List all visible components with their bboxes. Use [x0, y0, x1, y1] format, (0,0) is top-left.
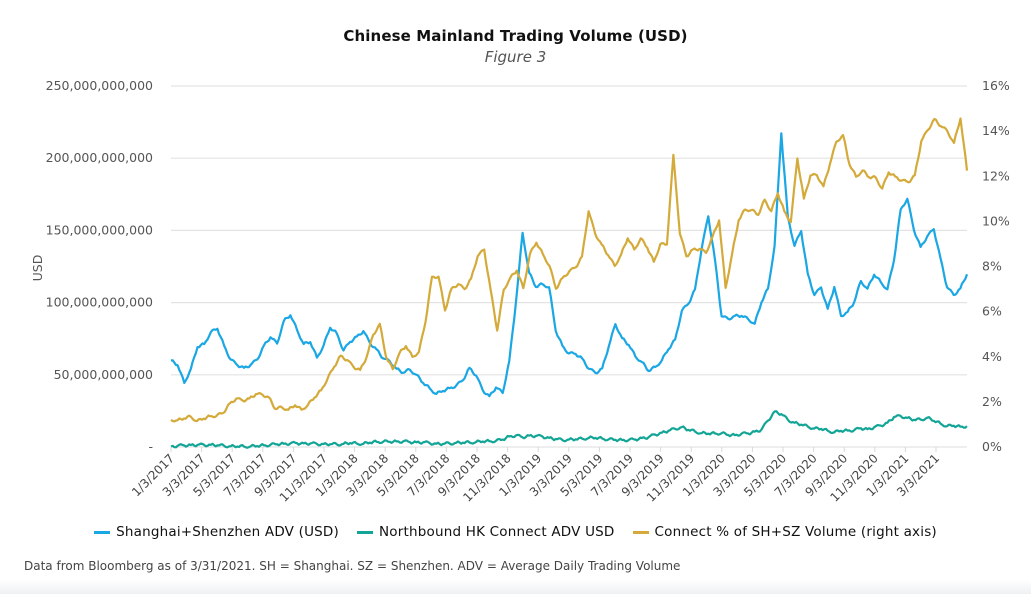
right-tick-label: 8% [982, 259, 1002, 274]
gridlines [171, 85, 967, 448]
left-tick-label: 50,000,000,000 [54, 367, 153, 382]
right-tick-label: 2% [982, 394, 1002, 409]
left-tick-label: - [148, 439, 153, 454]
footer-band [0, 580, 1031, 594]
left-tick-label: 200,000,000,000 [46, 150, 153, 165]
left-axis-ticks: - 50,000,000,000 100,000,000,000 150,000,00… [46, 78, 153, 454]
legend-label: Shanghai+Shenzhen ADV (USD) [116, 524, 339, 540]
x-axis-ticks: 1/3/20173/3/20175/3/20177/3/20179/3/2017… [129, 447, 942, 505]
right-tick-label: 4% [982, 349, 1002, 364]
left-tick-label: 150,000,000,000 [46, 222, 153, 237]
series-line-shanghai-shenzhen-adv [170, 132, 969, 398]
legend-swatch-connect-percent [632, 530, 649, 534]
legend-label: Northbound HK Connect ADV USD [379, 524, 615, 540]
right-tick-label: 12% [982, 168, 1010, 183]
legend-item-shanghai-shenzhen-adv: Shanghai+Shenzhen ADV (USD) [94, 524, 339, 540]
legend-item-northbound-hk-connect: Northbound HK Connect ADV USD [357, 524, 615, 540]
legend-label: Connect % of SH+SZ Volume (right axis) [654, 524, 937, 540]
left-tick-label: 250,000,000,000 [46, 78, 153, 93]
y-axis-label: USD [30, 255, 45, 282]
chart-subtitle: Figure 3 [484, 48, 547, 66]
right-tick-label: 0% [982, 439, 1002, 454]
legend-swatch-northbound [357, 530, 373, 534]
series-line-northbound-hk-connect [170, 410, 968, 449]
right-tick-label: 6% [982, 304, 1002, 319]
chart-title: Chinese Mainland Trading Volume (USD) [343, 27, 688, 45]
right-tick-label: 10% [982, 213, 1010, 228]
source-note: Data from Bloomberg as of 3/31/2021. SH … [24, 559, 681, 573]
legend-item-connect-percent: Connect % of SH+SZ Volume (right axis) [632, 524, 937, 540]
left-tick-label: 100,000,000,000 [46, 295, 153, 310]
series-lines [170, 117, 969, 449]
legend-swatch-shanghai-shenzhen [94, 530, 111, 534]
right-tick-label: 14% [982, 123, 1010, 138]
right-tick-label: 16% [982, 78, 1010, 93]
legend: Shanghai+Shenzhen ADV (USD) Northbound H… [0, 524, 1031, 540]
series-line-connect-percent [170, 117, 969, 423]
right-axis-ticks: 0% 2% 4% 6% 8% 10% 12% 14% 16% [982, 78, 1010, 454]
